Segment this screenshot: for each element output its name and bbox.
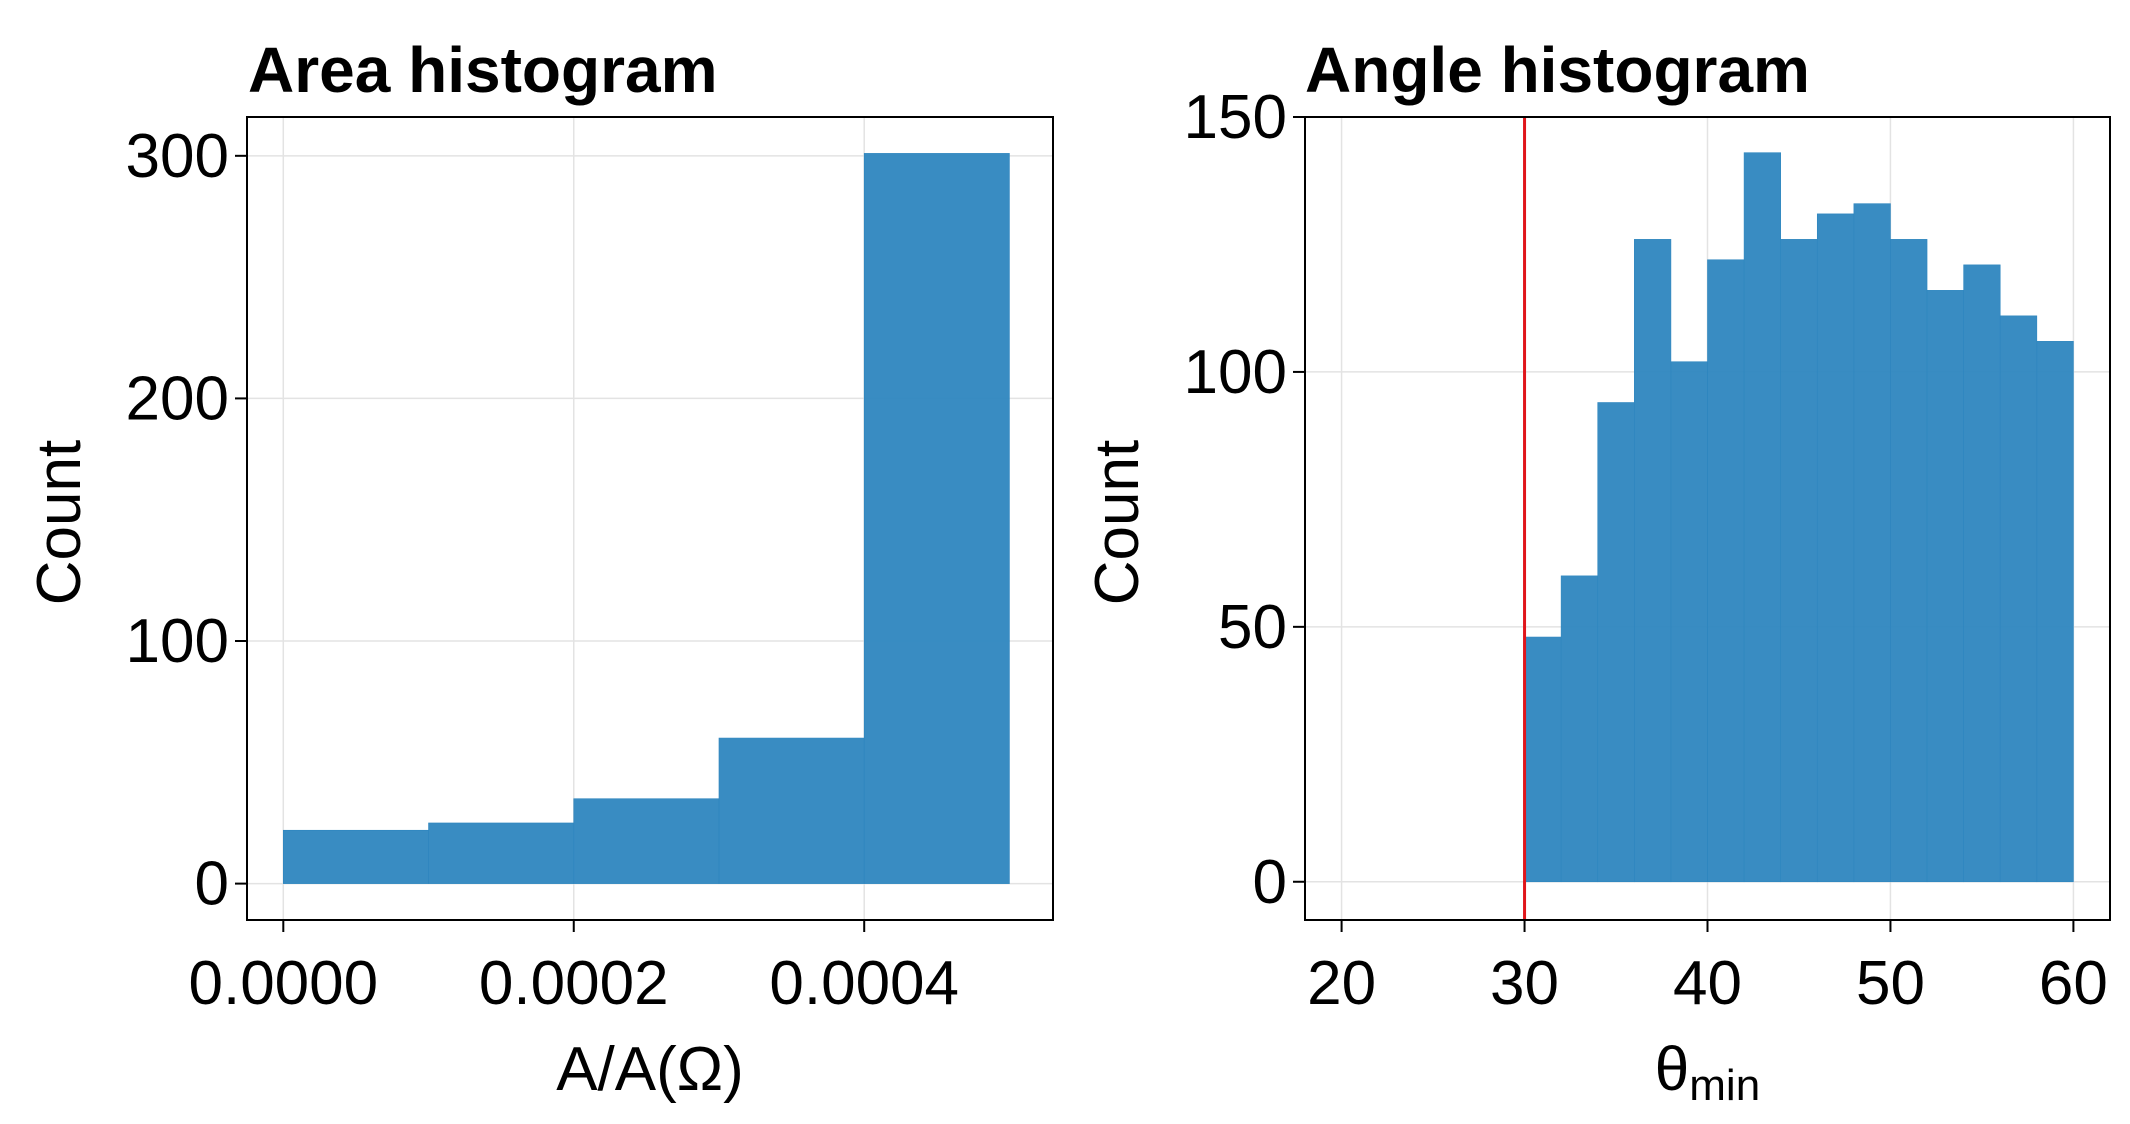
area-histogram-title: Area histogram: [248, 34, 717, 106]
area-x-tick-label: 0.0002: [479, 949, 669, 1018]
angle-bar: [1999, 315, 2038, 883]
area-plot-frame: [246, 116, 1054, 921]
area-bar: [428, 822, 575, 884]
angle-bar: [1963, 264, 2001, 883]
angle-bar: [1743, 152, 1781, 883]
area-bar: [573, 798, 720, 884]
angle-y-tick-label: 0: [1253, 848, 1287, 917]
area-bar: [718, 737, 865, 884]
area-y-axis-label: Count: [25, 440, 94, 605]
angle-x-tick-label: 50: [1856, 949, 1925, 1018]
angle-bar: [2036, 341, 2074, 883]
angle-bar: [1560, 575, 1599, 883]
angle-x-tick-label: 20: [1307, 949, 1376, 1018]
angle-bar: [1926, 290, 1964, 883]
angle-x-axis-label-main: θ: [1655, 1035, 1689, 1104]
angle-x-tick-label: 60: [2039, 949, 2108, 1018]
angle-x-axis-label-subscript: min: [1689, 1061, 1760, 1110]
angle-bar: [1707, 259, 1745, 883]
area-y-tick-label: 0: [195, 850, 229, 919]
angle-bars: [1524, 152, 2074, 883]
area-y-tick-label: 300: [126, 122, 229, 191]
area-x-axis-label: A/A(Ω): [556, 1035, 744, 1104]
angle-bar: [1780, 239, 1818, 883]
angle-y-tick-label: 150: [1184, 83, 1287, 152]
angle-x-tick-label: 40: [1673, 949, 1742, 1018]
angle-y-tick-label: 100: [1184, 338, 1287, 407]
angle-x-axis-label: θmin: [1655, 1035, 1760, 1110]
area-x-tick-label: 0.0004: [769, 949, 959, 1018]
angle-bar: [1524, 636, 1562, 883]
area-x-tick-label: 0.0000: [188, 949, 378, 1018]
area-y-tick-label: 200: [126, 364, 229, 433]
angle-y-ticks: 0 50 100 150: [1184, 83, 1305, 917]
angle-x-tick-label: 30: [1490, 949, 1559, 1018]
angle-bar: [1890, 239, 1928, 883]
area-y-tick-label: 100: [126, 607, 229, 676]
angle-y-axis-label: Count: [1083, 440, 1152, 605]
angle-bar: [1816, 213, 1855, 883]
area-bar: [283, 829, 429, 884]
angle-y-tick-label: 50: [1218, 593, 1287, 662]
area-bars: [283, 153, 1010, 884]
area-x-ticks: 0.0000 0.0002 0.0004: [188, 920, 959, 1018]
angle-histogram-title: Angle histogram: [1305, 34, 1810, 106]
area-bar: [863, 153, 1010, 884]
angle-histogram-panel: Angle histogram 0 50 100 150 20 30 40 50 60 Cou…: [1083, 34, 2111, 1110]
angle-bar: [1670, 361, 1708, 883]
area-y-ticks: 0 100 200 300: [126, 122, 247, 919]
angle-bar: [1634, 239, 1672, 883]
angle-x-ticks: 20 30 40 50 60: [1307, 920, 2108, 1018]
angle-bar: [1597, 402, 1635, 883]
angle-bar: [1853, 203, 1891, 883]
